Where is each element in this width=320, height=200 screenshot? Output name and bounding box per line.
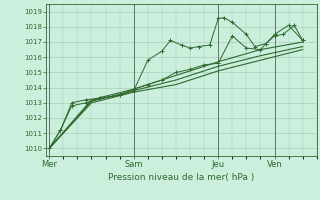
- X-axis label: Pression niveau de la mer( hPa ): Pression niveau de la mer( hPa ): [108, 173, 255, 182]
